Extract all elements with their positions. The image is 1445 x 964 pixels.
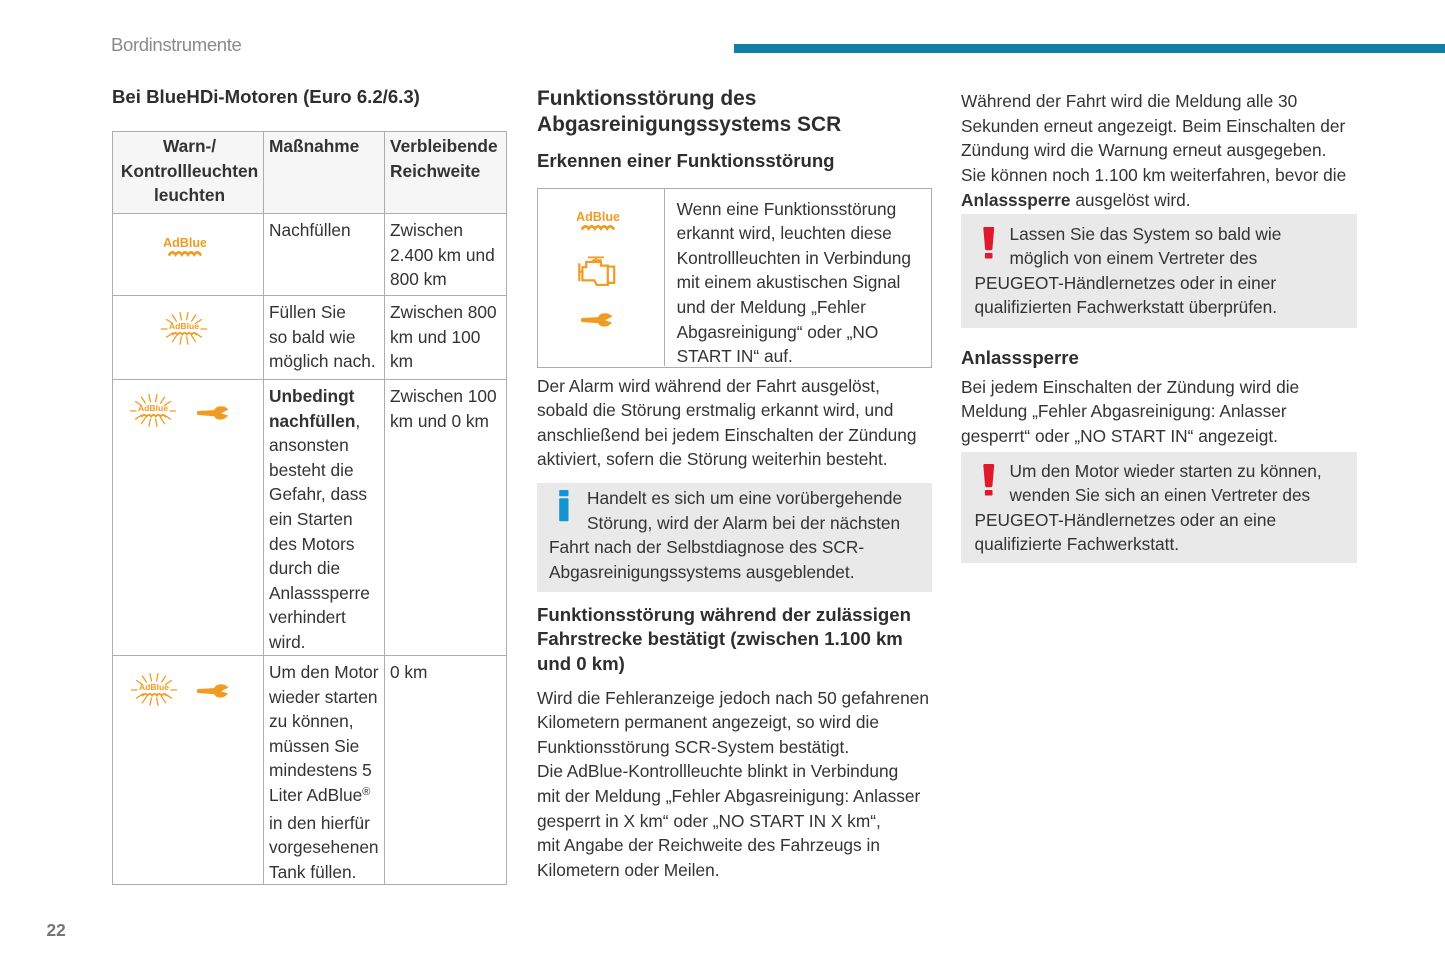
svg-text:AdBlue: AdBlue [139,682,169,692]
svg-text:AdBlue: AdBlue [169,321,199,331]
svg-text:AdBlue: AdBlue [164,237,206,250]
svg-text:AdBlue: AdBlue [138,403,168,413]
svg-text:AdBlue: AdBlue [577,211,619,224]
